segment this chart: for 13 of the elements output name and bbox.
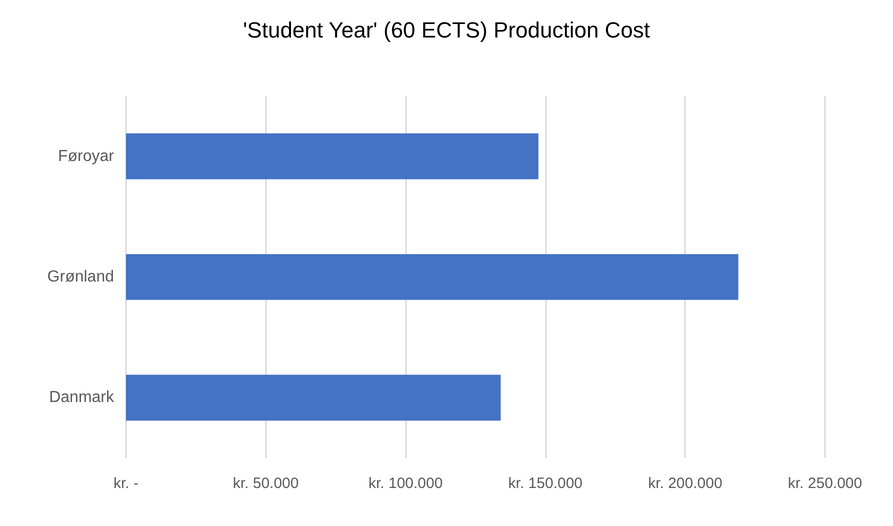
y-tick-label: Danmark xyxy=(49,389,115,406)
x-tick-label: kr. 250.000 xyxy=(788,475,862,492)
x-tick-label: kr. 100.000 xyxy=(368,475,443,492)
x-tick-label: kr. 150.000 xyxy=(508,475,583,492)
chart-title: 'Student Year' (60 ECTS) Production Cost xyxy=(242,18,650,42)
bar xyxy=(126,254,738,300)
y-tick-label: Grønland xyxy=(47,268,114,286)
x-tick-label: kr. - xyxy=(114,475,138,492)
x-tick-label: kr. 200.000 xyxy=(648,475,722,492)
y-tick-label: Føroyar xyxy=(58,148,115,165)
bar xyxy=(126,133,538,180)
bar xyxy=(126,374,501,421)
x-tick-label: kr. 50.000 xyxy=(232,475,299,492)
